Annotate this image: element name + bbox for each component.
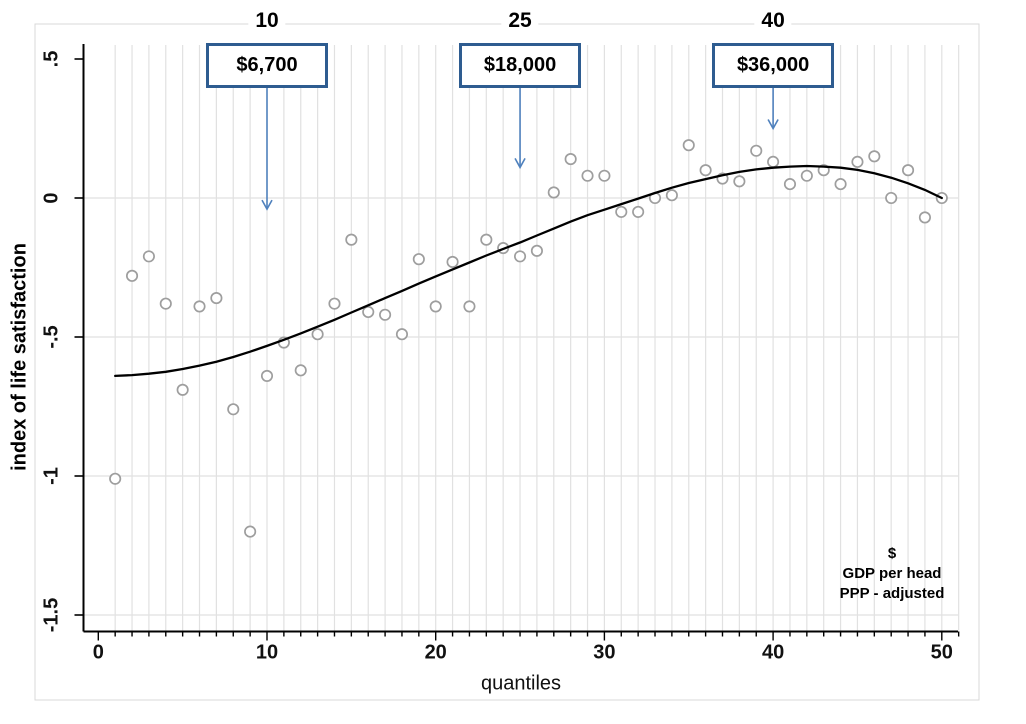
scatter-point <box>564 153 577 166</box>
gdp-note-line: PPP - adjusted <box>839 585 945 602</box>
scatter-point <box>311 328 324 341</box>
scatter-point <box>412 253 425 266</box>
scatter-point <box>142 250 155 263</box>
scatter-point <box>193 300 206 313</box>
annotation-arrowhead <box>767 119 779 131</box>
scatter-point <box>480 233 493 246</box>
scatter-point <box>345 233 358 246</box>
scatter-point <box>379 308 392 321</box>
y-tick-label: .5 <box>40 50 63 68</box>
scatter-point <box>733 175 746 188</box>
top-axis-label: 10 <box>248 8 286 34</box>
x-tick-label: 40 <box>761 641 785 664</box>
scatter-point <box>834 178 847 191</box>
scatter-point <box>918 211 931 224</box>
scatter-point <box>902 164 915 177</box>
annotation-arrowhead <box>514 158 526 170</box>
gdp-callout-box: $36,000 <box>712 43 835 88</box>
scatter-point <box>446 255 459 268</box>
scatter-point <box>429 300 442 313</box>
scatter-point <box>513 250 527 263</box>
x-tick-label: 20 <box>424 641 447 664</box>
trend-curve <box>114 164 943 378</box>
gdp-note-line: GDP per head <box>842 565 942 582</box>
scatter-point <box>615 205 628 218</box>
gdp-callout-box: $18,000 <box>459 43 582 88</box>
scatter-point <box>210 292 223 305</box>
x-tick-label: 50 <box>930 641 953 664</box>
x-tick-label: 10 <box>255 641 279 664</box>
scatter-point <box>125 269 139 282</box>
gdp-callout-box: $6,700 <box>206 43 328 88</box>
scatter-point <box>159 297 172 310</box>
x-tick-label: 0 <box>92 641 104 664</box>
gdp-note: $ GDP per head PPP - adjusted <box>840 544 945 604</box>
scatter-point <box>598 169 611 182</box>
y-tick-label: -1 <box>40 467 63 485</box>
scatter-point <box>632 205 645 218</box>
scatter-point <box>395 328 409 341</box>
scatter-point <box>800 169 813 182</box>
scatter-point <box>227 403 240 416</box>
x-axis-title: quantiles <box>480 672 562 695</box>
scatter-point <box>109 472 122 485</box>
top-axis-label: 25 <box>501 8 539 34</box>
scatter-point <box>463 300 476 313</box>
scatter-point <box>362 305 375 319</box>
x-tick-label: 30 <box>593 641 616 664</box>
scatter-point <box>885 191 898 205</box>
y-tick-label: -.5 <box>40 325 63 349</box>
scatter-point <box>530 244 543 257</box>
figure-frame <box>34 23 980 701</box>
scatter-point <box>682 139 695 152</box>
scatter-point <box>699 164 712 177</box>
top-axis-label: 40 <box>754 8 792 34</box>
scatter-point <box>851 155 864 168</box>
y-tick-label: -1.5 <box>40 597 63 633</box>
scatter-point <box>665 189 678 202</box>
scatter-point <box>328 297 341 310</box>
scatter-point <box>868 150 881 163</box>
scatter-point <box>294 364 307 377</box>
scatter-point <box>750 144 763 157</box>
y-axis-title: index of life satisfaction <box>8 243 31 471</box>
gdp-note-line: $ <box>887 545 897 562</box>
scatter-point <box>783 178 797 191</box>
scatter-point <box>244 525 257 538</box>
scatter-point <box>176 383 189 396</box>
scatter-point <box>260 369 274 382</box>
scatter-point <box>581 169 594 182</box>
y-tick-label: 0 <box>40 192 63 204</box>
annotation-arrowhead <box>261 199 273 211</box>
scatter-point <box>547 186 560 199</box>
scatter-point <box>767 155 780 168</box>
